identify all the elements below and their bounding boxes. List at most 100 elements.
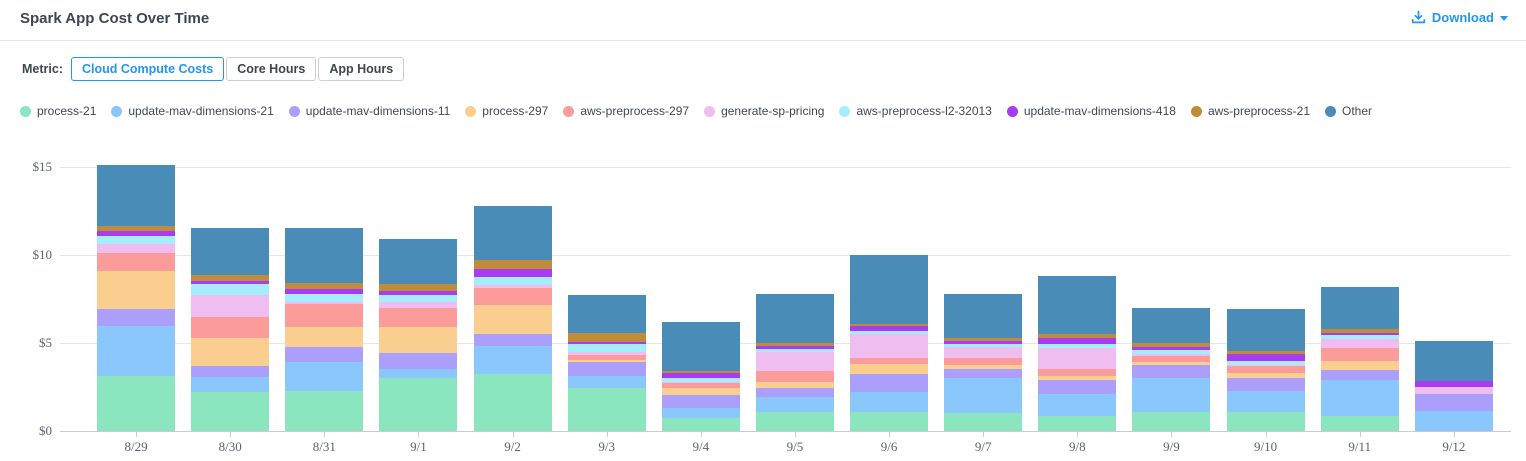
bar-9/8[interactable]	[1038, 276, 1117, 431]
bar-segment[interactable]	[191, 227, 270, 276]
bar-segment[interactable]	[944, 357, 1023, 365]
bar-segment[interactable]	[1320, 329, 1399, 333]
bar-segment[interactable]	[944, 369, 1023, 379]
bar-segment[interactable]	[1132, 365, 1211, 378]
bar-segment[interactable]	[567, 375, 646, 388]
bar-segment[interactable]	[473, 374, 552, 431]
bar-segment[interactable]	[661, 322, 740, 372]
bar-segment[interactable]	[661, 388, 740, 396]
bar-segment[interactable]	[661, 395, 740, 409]
bar-segment[interactable]	[755, 387, 834, 398]
bar-segment[interactable]	[1038, 375, 1117, 381]
bar-segment[interactable]	[285, 390, 364, 431]
bar-segment[interactable]	[755, 349, 834, 353]
bar-segment[interactable]	[97, 325, 176, 376]
bar-segment[interactable]	[850, 374, 929, 393]
bar-segment[interactable]	[1038, 394, 1117, 416]
bar-segment[interactable]	[191, 316, 270, 339]
bar-segment[interactable]	[1414, 410, 1493, 431]
metric-option-app-hours[interactable]: App Hours	[318, 57, 405, 81]
bar-segment[interactable]	[97, 252, 176, 272]
bar-segment[interactable]	[473, 334, 552, 347]
bar-segment[interactable]	[1414, 381, 1493, 387]
bar-segment[interactable]	[755, 371, 834, 382]
bar-segment[interactable]	[285, 304, 364, 327]
bar-9/5[interactable]	[755, 294, 834, 431]
bar-segment[interactable]	[473, 287, 552, 306]
bar-segment[interactable]	[1132, 354, 1211, 356]
legend-item-aws-preprocess-297[interactable]: aws-preprocess-297	[563, 104, 689, 118]
bar-segment[interactable]	[191, 283, 270, 296]
bar-segment[interactable]	[379, 290, 458, 296]
bar-segment[interactable]	[661, 381, 740, 384]
bar-segment[interactable]	[285, 346, 364, 362]
bar-segment[interactable]	[1320, 332, 1399, 336]
bar-segment[interactable]	[567, 332, 646, 342]
bar-segment[interactable]	[379, 238, 458, 284]
bar-segment[interactable]	[285, 227, 364, 283]
bar-segment[interactable]	[191, 392, 270, 431]
bar-segment[interactable]	[1132, 343, 1211, 347]
bar-segment[interactable]	[755, 346, 834, 350]
bar-segment[interactable]	[567, 352, 646, 356]
bar-segment[interactable]	[97, 226, 176, 232]
bar-segment[interactable]	[97, 236, 176, 244]
bar-9/11[interactable]	[1320, 286, 1399, 431]
bar-segment[interactable]	[473, 285, 552, 288]
bar-segment[interactable]	[661, 371, 740, 374]
bar-segment[interactable]	[97, 375, 176, 431]
bar-segment[interactable]	[1226, 364, 1305, 366]
bar-segment[interactable]	[850, 323, 929, 327]
bar-segment[interactable]	[1320, 286, 1399, 330]
bar-9/4[interactable]	[661, 322, 740, 431]
bar-segment[interactable]	[755, 411, 834, 431]
bar-segment[interactable]	[755, 294, 834, 344]
legend-item-update-mav-dimensions-418[interactable]: update-mav-dimensions-418	[1006, 104, 1176, 118]
bar-segment[interactable]	[1038, 344, 1117, 348]
bar-segment[interactable]	[567, 355, 646, 361]
bar-segment[interactable]	[1132, 346, 1211, 351]
bar-segment[interactable]	[944, 364, 1023, 370]
bar-segment[interactable]	[191, 275, 270, 281]
bar-8/30[interactable]	[191, 227, 270, 431]
bar-segment[interactable]	[379, 369, 458, 379]
bar-segment[interactable]	[1226, 309, 1305, 352]
bar-segment[interactable]	[1320, 335, 1399, 340]
bar-9/9[interactable]	[1132, 307, 1211, 431]
bar-segment[interactable]	[473, 305, 552, 335]
bar-segment[interactable]	[1320, 348, 1399, 362]
bar-segment[interactable]	[850, 392, 929, 412]
bar-segment[interactable]	[285, 326, 364, 347]
bar-segment[interactable]	[567, 387, 646, 431]
bar-segment[interactable]	[1320, 361, 1399, 371]
bar-segment[interactable]	[97, 243, 176, 253]
bar-segment[interactable]	[285, 361, 364, 391]
bar-segment[interactable]	[191, 280, 270, 284]
bar-segment[interactable]	[567, 341, 646, 345]
bar-segment[interactable]	[567, 360, 646, 363]
bar-segment[interactable]	[755, 381, 834, 388]
legend-item-Other[interactable]: Other	[1325, 104, 1372, 118]
legend-item-update-mav-dimensions-21[interactable]: update-mav-dimensions-21	[111, 104, 274, 118]
bar-segment[interactable]	[1038, 415, 1117, 431]
bar-segment[interactable]	[1226, 365, 1305, 374]
bar-segment[interactable]	[567, 362, 646, 376]
bar-segment[interactable]	[473, 206, 552, 261]
bar-segment[interactable]	[473, 269, 552, 277]
bar-9/6[interactable]	[850, 255, 929, 431]
bar-segment[interactable]	[661, 378, 740, 382]
bar-segment[interactable]	[1414, 341, 1493, 382]
bar-segment[interactable]	[850, 331, 929, 335]
bar-segment[interactable]	[567, 295, 646, 333]
legend-item-process-21[interactable]: process-21	[20, 104, 96, 118]
bar-segment[interactable]	[97, 308, 176, 326]
bar-segment[interactable]	[661, 373, 740, 379]
bar-segment[interactable]	[1320, 370, 1399, 381]
legend-item-update-mav-dimensions-11[interactable]: update-mav-dimensions-11	[288, 104, 450, 118]
bar-9/1[interactable]	[379, 238, 458, 431]
bar-segment[interactable]	[755, 352, 834, 372]
bar-segment[interactable]	[850, 334, 929, 359]
bar-segment[interactable]	[850, 255, 929, 324]
bar-segment[interactable]	[97, 231, 176, 237]
bar-segment[interactable]	[1132, 307, 1211, 344]
